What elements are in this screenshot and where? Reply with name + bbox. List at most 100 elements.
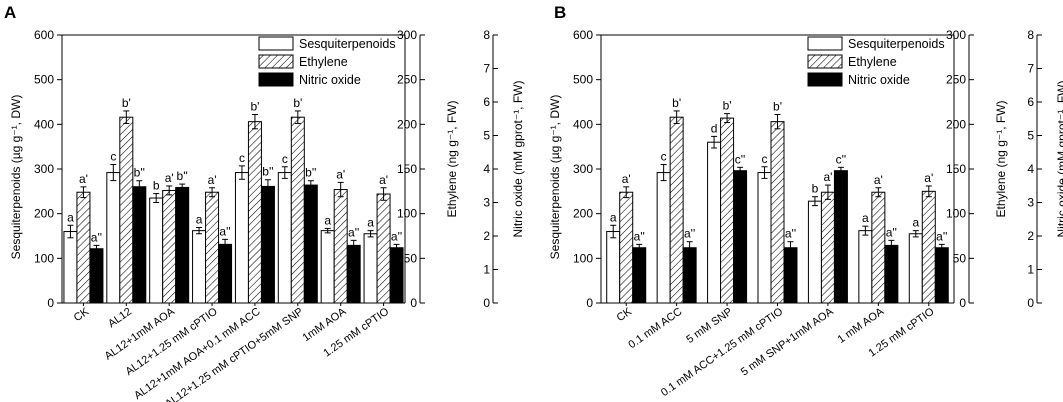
left-tick-label: 200 xyxy=(34,207,54,221)
ethylene-tick-label: 0 xyxy=(410,296,417,310)
category-label: 5 mM SNP xyxy=(684,306,734,346)
ethylene-tick-label: 150 xyxy=(397,162,417,176)
chart-panel-a: A 0 100 200 300 400 500 600 0 50 100 150 200 250 300 0 1… xyxy=(4,3,525,402)
bar-nitric-oxide xyxy=(260,185,275,304)
left-tick-label: 300 xyxy=(573,162,593,176)
category-label: 5 mM SNP+1mM AOA xyxy=(739,305,836,378)
bar-ethylene xyxy=(290,116,305,304)
left-tick-label: 0 xyxy=(47,296,54,310)
ethylene-tick-label: 100 xyxy=(397,207,417,221)
bar-sesquiterpenoids xyxy=(277,172,292,304)
category-label: CK xyxy=(615,305,635,324)
significance-letter: a'' xyxy=(348,225,359,239)
significance-letter: a xyxy=(912,216,919,230)
significance-letter: b xyxy=(153,179,160,193)
bar-sesquiterpenoids xyxy=(63,231,78,304)
bar-sesquiterpenoids xyxy=(908,233,923,304)
bar-nitric-oxide xyxy=(884,244,899,304)
significance-letter: a' xyxy=(79,172,88,186)
ethylene-axis-label: Ethylene (ng g⁻¹, FW) xyxy=(994,100,1008,217)
nitric-oxide-tick-label: 5 xyxy=(1027,129,1034,143)
left-tick-label: 400 xyxy=(573,117,593,131)
significance-letter: a' xyxy=(924,171,933,185)
bar-sesquiterpenoids xyxy=(858,230,873,304)
significance-letter: a' xyxy=(823,170,832,184)
significance-letter: c xyxy=(239,151,245,165)
significance-letter: a' xyxy=(874,173,883,187)
bar-sesquiterpenoids xyxy=(606,231,621,304)
significance-letter: a'' xyxy=(684,227,695,241)
significance-letter: c xyxy=(282,152,288,166)
significance-letter: a' xyxy=(165,171,174,185)
significance-letter: a'' xyxy=(886,225,897,239)
nitric-oxide-axis-label: Nitric oxide (mM gprot⁻¹, FW) xyxy=(511,80,525,237)
bar-nitric-oxide xyxy=(132,186,147,304)
significance-letter: a' xyxy=(208,173,217,187)
bar-ethylene xyxy=(247,121,262,304)
bar-nitric-oxide xyxy=(934,247,949,304)
bar-sesquiterpenoids xyxy=(707,141,722,304)
bar-ethylene xyxy=(770,121,785,304)
significance-letter: a' xyxy=(379,173,388,187)
legend-swatch xyxy=(258,72,294,87)
nitric-oxide-tick-label: 6 xyxy=(1027,95,1034,109)
ethylene-tick-label: 200 xyxy=(946,117,966,131)
bar-ethylene xyxy=(76,191,91,304)
significance-letter: d xyxy=(711,121,718,135)
nitric-oxide-axis-label: Nitric oxide (mM gprot⁻¹, FW) xyxy=(1055,80,1063,237)
significance-letter: a'' xyxy=(91,230,102,244)
significance-letter: b' xyxy=(122,96,131,110)
bar-ethylene xyxy=(376,193,391,304)
left-tick-label: 400 xyxy=(34,117,54,131)
left-axis-label: Sesquiterpenoids (µg g⁻¹, DW) xyxy=(9,95,23,260)
bar-sesquiterpenoids xyxy=(320,230,335,304)
bar-ethylene xyxy=(333,189,348,304)
significance-letter: a'' xyxy=(391,229,402,243)
chart-panel-b: B 0 100 200 300 400 500 600 0 50 100 150 200 250 300 0 1… xyxy=(548,3,1063,399)
bar-sesquiterpenoids xyxy=(192,230,207,304)
left-tick-label: 0 xyxy=(586,296,593,310)
significance-letter: b'' xyxy=(262,165,273,179)
significance-letter: c'' xyxy=(735,152,746,166)
bar-ethylene xyxy=(162,189,177,304)
significance-letter: c xyxy=(661,150,667,164)
ethylene-tick-label: 150 xyxy=(946,162,966,176)
nitric-oxide-tick-label: 2 xyxy=(483,229,490,243)
ethylene-tick-label: 100 xyxy=(946,207,966,221)
significance-letter: a xyxy=(67,210,74,224)
left-tick-label: 100 xyxy=(573,251,593,265)
significance-letter: a'' xyxy=(936,229,947,243)
bar-ethylene xyxy=(820,191,835,304)
ethylene-tick-label: 250 xyxy=(946,73,966,87)
bar-ethylene xyxy=(619,191,634,304)
ethylene-tick-label: 50 xyxy=(404,251,418,265)
significance-letter: a xyxy=(862,211,869,225)
left-tick-label: 100 xyxy=(34,251,54,265)
significance-letter: a'' xyxy=(634,229,645,243)
bar-nitric-oxide xyxy=(733,170,748,304)
nitric-oxide-tick-label: 1 xyxy=(1027,263,1034,277)
significance-letter: a'' xyxy=(219,224,230,238)
category-label: CK xyxy=(72,305,92,324)
bar-sesquiterpenoids xyxy=(234,172,249,304)
significance-letter: c xyxy=(110,150,116,164)
bar-nitric-oxide xyxy=(783,247,798,304)
ethylene-tick-label: 0 xyxy=(959,296,966,310)
left-axis-label: Sesquiterpenoids (µg g⁻¹, DW) xyxy=(548,95,562,260)
legend-swatch xyxy=(258,36,294,51)
left-tick-label: 600 xyxy=(573,28,593,42)
legend-label: Nitric oxide xyxy=(848,73,910,87)
bar-nitric-oxide xyxy=(346,244,361,304)
significance-letter: b xyxy=(812,182,819,196)
nitric-oxide-tick-label: 6 xyxy=(483,95,490,109)
nitric-oxide-tick-label: 4 xyxy=(1027,162,1034,176)
nitric-oxide-tick-label: 2 xyxy=(1027,229,1034,243)
panel-letter: B xyxy=(554,3,566,22)
bar-nitric-oxide xyxy=(682,247,697,304)
left-tick-label: 500 xyxy=(573,73,593,87)
significance-letter: a xyxy=(324,213,331,227)
significance-letter: a'' xyxy=(785,227,796,241)
nitric-oxide-tick-label: 7 xyxy=(1027,62,1034,76)
nitric-oxide-tick-label: 8 xyxy=(1027,28,1034,42)
significance-letter: c xyxy=(762,152,768,166)
